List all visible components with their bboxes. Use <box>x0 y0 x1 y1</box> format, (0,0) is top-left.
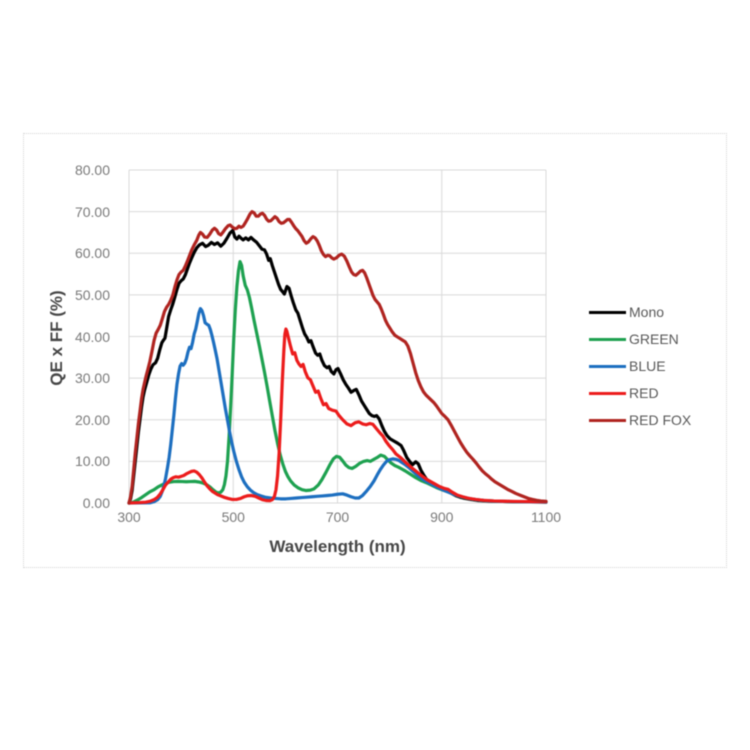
y-tick-label: 0.00 <box>82 495 110 511</box>
legend-swatch-icon <box>589 338 626 341</box>
x-axis-title: Wavelength (nm) <box>269 537 406 556</box>
legend-item-red[interactable]: RED <box>589 380 691 407</box>
series-line-red-fox <box>127 210 548 505</box>
y-tick-label: 80.00 <box>74 162 110 178</box>
y-tick-label: 60.00 <box>74 245 110 262</box>
legend-label: RED <box>629 385 659 401</box>
y-tick-label: 50.00 <box>74 286 110 303</box>
legend-item-mono[interactable]: Mono <box>589 299 691 326</box>
chart-legend: Mono GREEN BLUE RED RED FOX <box>589 299 691 434</box>
y-tick-label: 70.00 <box>74 203 110 220</box>
legend-swatch-icon <box>589 311 626 314</box>
chart-frame: 0.00 10.00 20.00 30.00 40.00 50.00 60.00 70.00 8… <box>23 133 727 568</box>
x-tick-label: 300 <box>117 509 141 525</box>
legend-label: BLUE <box>629 358 666 374</box>
legend-swatch-icon <box>589 365 626 368</box>
legend-label: Mono <box>629 304 665 320</box>
y-tick-label: 30.00 <box>74 370 110 387</box>
y-tick-label: 40.00 <box>74 328 110 345</box>
legend-swatch-icon <box>589 419 626 422</box>
series-line-blue <box>127 307 548 505</box>
series-line-mono <box>127 228 548 505</box>
legend-label: RED FOX <box>629 412 692 428</box>
legend-item-red-fox[interactable]: RED FOX <box>589 407 691 434</box>
line-chart-plot <box>127 169 548 505</box>
series-line-red <box>127 327 548 505</box>
x-tick-label: 700 <box>325 509 350 525</box>
x-tick-label: 1100 <box>530 509 562 525</box>
legend-item-green[interactable]: GREEN <box>589 326 691 353</box>
y-axis-title: QE x FF (%) <box>47 289 66 386</box>
y-tick-label: 20.00 <box>74 411 110 428</box>
legend-label: GREEN <box>629 331 679 347</box>
legend-item-blue[interactable]: BLUE <box>589 353 691 380</box>
x-tick-label: 900 <box>430 509 454 525</box>
x-tick-label: 500 <box>221 509 245 525</box>
y-tick-label: 10.00 <box>74 453 110 470</box>
legend-swatch-icon <box>589 392 626 395</box>
